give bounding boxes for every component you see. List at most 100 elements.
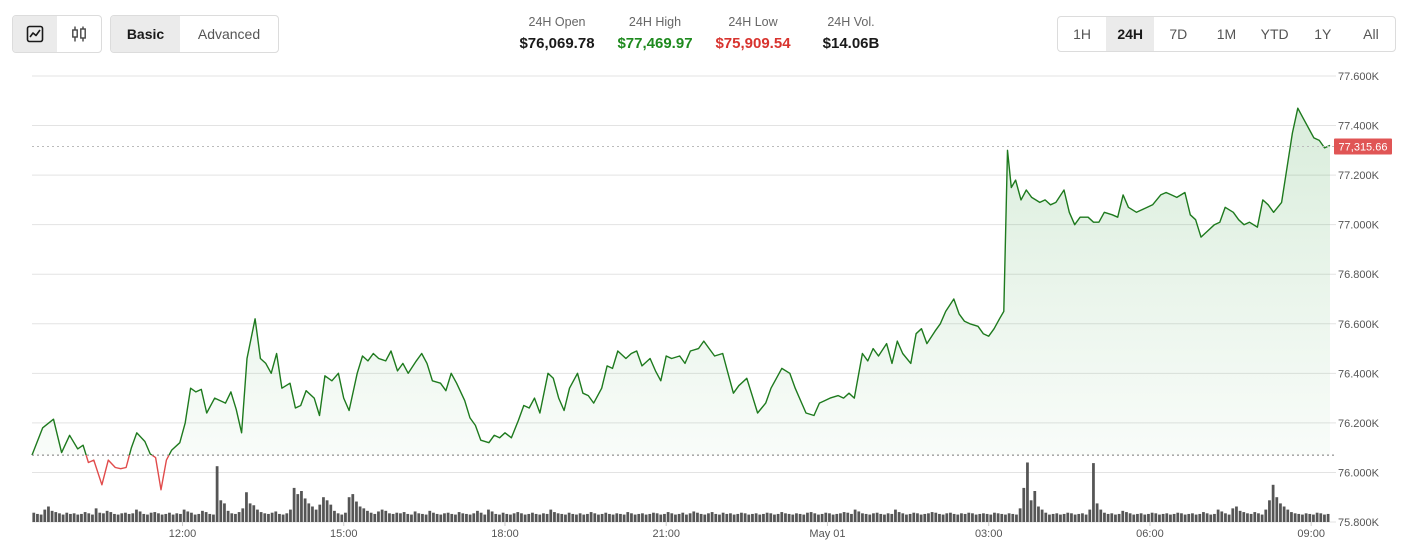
volume-bar <box>593 513 597 522</box>
axes: 77.600K 77.400K 77.200K 77.000K 76.800K 76.60… <box>32 71 1392 540</box>
volume-bar <box>1238 510 1242 522</box>
volume-bar <box>1282 506 1286 522</box>
volume-bar <box>820 513 824 522</box>
volume-bar <box>72 513 76 522</box>
volume-bar <box>252 505 256 522</box>
volume-bar <box>1308 513 1312 522</box>
volume-bar <box>835 513 839 522</box>
volume-bar <box>1191 513 1194 522</box>
volume-bar <box>567 512 571 522</box>
stat-volume-label: 24H Vol. <box>827 15 875 29</box>
volume-bar <box>960 513 963 522</box>
volume-bar <box>938 513 941 522</box>
range-button-all[interactable]: All <box>1363 26 1379 42</box>
volume-bar <box>197 513 201 522</box>
range-button-1h[interactable]: 1H <box>1073 26 1092 42</box>
volume-bar <box>325 500 329 522</box>
volume-bar <box>1242 512 1246 522</box>
volume-bar <box>1297 513 1301 522</box>
volume-bar <box>1253 512 1257 522</box>
volume-bar <box>215 466 219 522</box>
volume-bar <box>956 514 960 522</box>
volume-bar <box>648 513 652 522</box>
volume-bar <box>421 513 424 522</box>
volume-bar <box>105 510 109 522</box>
advanced-mode-button[interactable]: Advanced <box>197 26 261 42</box>
volume-bar <box>655 513 659 522</box>
range-button-1y[interactable]: 1Y <box>1314 26 1332 42</box>
volume-bar <box>171 514 175 522</box>
volume-bar <box>828 513 831 522</box>
volume-bar <box>351 494 355 522</box>
volume-bar <box>1209 514 1213 522</box>
volume-bars <box>32 462 1330 522</box>
range-button-ytd[interactable]: YTD <box>1260 26 1289 42</box>
volume-bar <box>1110 513 1114 522</box>
basic-mode-button[interactable]: Basic <box>111 16 180 52</box>
mode-toggle: Basic Advanced <box>110 15 279 53</box>
volume-bar <box>699 513 703 522</box>
volume-bar <box>527 513 531 522</box>
volume-bar <box>1081 513 1084 522</box>
volume-bar <box>406 513 410 522</box>
volume-bar <box>692 511 696 522</box>
volume-bar <box>142 513 146 522</box>
volume-bar <box>604 512 608 522</box>
volume-bar <box>1202 512 1205 522</box>
volume-bar <box>626 512 630 522</box>
line-chart-button[interactable] <box>13 16 57 52</box>
volume-bar <box>509 514 512 522</box>
volume-bar <box>402 512 406 522</box>
volume-bar <box>241 508 245 522</box>
volume-bar <box>36 513 39 522</box>
volume-bar <box>780 512 784 522</box>
volume-bar <box>905 514 908 522</box>
volume-bar <box>886 513 890 522</box>
volume-bar <box>1029 500 1033 522</box>
volume-bar <box>538 514 542 522</box>
y-tick-label: 76.400K <box>1338 368 1380 380</box>
volume-bar <box>978 513 982 522</box>
range-button-7d[interactable]: 7D <box>1169 26 1188 42</box>
range-button-24h[interactable]: 24H <box>1106 17 1155 51</box>
volume-bar <box>762 513 765 522</box>
volume-bar <box>201 510 204 522</box>
volume-bar <box>571 513 575 522</box>
volume-bar <box>912 512 916 522</box>
x-tick-label: 21:00 <box>652 528 680 540</box>
volume-bar <box>890 513 894 522</box>
volume-bar <box>1231 508 1235 522</box>
volume-bar <box>982 513 985 522</box>
x-tick-label: 03:00 <box>975 528 1003 540</box>
volume-bar <box>289 509 292 522</box>
volume-bar <box>69 513 72 522</box>
x-tick-label: 09:00 <box>1297 528 1325 540</box>
volume-bar <box>791 514 795 522</box>
volume-bar <box>259 512 263 522</box>
volume-bar <box>1037 506 1040 522</box>
volume-bar <box>556 513 560 522</box>
volume-bar <box>989 514 993 522</box>
candlestick-button[interactable] <box>57 16 101 52</box>
volume-bar <box>600 513 604 522</box>
volume-bar <box>776 513 780 522</box>
current-price-tag <box>1334 138 1392 155</box>
x-tick-label: 06:00 <box>1136 528 1164 540</box>
volume-bar <box>32 512 36 522</box>
price-area <box>32 108 1330 456</box>
volume-bar <box>993 512 996 522</box>
volume-bar <box>116 514 120 522</box>
volume-bar <box>703 514 707 522</box>
volume-bar <box>223 503 226 522</box>
volume-bar <box>417 513 421 522</box>
volume-bar <box>384 510 388 522</box>
volume-bar <box>87 513 91 522</box>
volume-bar <box>208 513 212 522</box>
volume-bar <box>894 509 897 522</box>
volume-bar <box>1044 512 1048 522</box>
volume-bar <box>1099 509 1103 522</box>
range-button-1m[interactable]: 1M <box>1216 26 1237 42</box>
volume-bar <box>98 512 102 522</box>
volume-bar <box>91 514 94 522</box>
volume-bar <box>553 512 556 522</box>
